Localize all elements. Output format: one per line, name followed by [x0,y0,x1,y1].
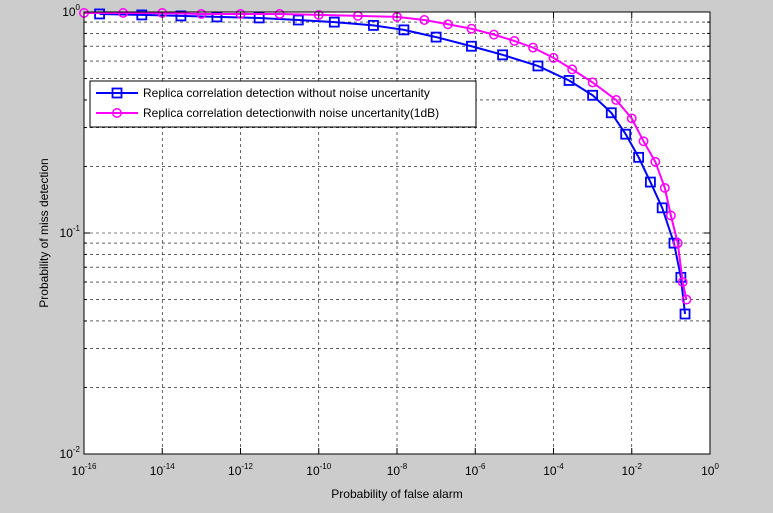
data-point [659,182,670,193]
x-tick-label: 10-14 [150,462,175,478]
data-point [196,8,207,19]
data-point [274,8,285,19]
data-point [611,94,622,105]
data-point [442,19,453,30]
y-tick-label: 10-2 [60,445,81,461]
series-2 [79,8,692,305]
x-tick-label: 10-10 [306,462,331,478]
data-point [292,14,304,26]
data-point [605,107,617,119]
data-point [567,64,578,75]
data-point [587,77,598,88]
data-point [645,176,656,188]
x-tick-label: 100 [701,462,719,478]
data-point [528,42,538,53]
legend-label: Replica correlation detectionwith noise … [143,106,439,120]
y-tick-label: 10-1 [60,224,81,240]
data-point [633,151,645,163]
series-line [99,12,687,315]
x-tick-label: 10-12 [228,462,253,478]
data-point [650,156,661,167]
data-point [368,19,379,31]
data-point [681,294,692,305]
x-tick-label: 10-2 [622,462,643,478]
y-axis-label: Probability of miss detection [37,158,51,307]
series-layer [79,8,692,320]
data-point [419,15,430,25]
data-point [313,9,324,20]
data-point [548,52,559,63]
data-point [509,35,520,46]
data-point [488,29,499,40]
data-point [175,10,187,22]
legend-marker [111,87,123,99]
legend-box [89,80,477,128]
x-tick-label: 10-16 [72,462,97,478]
data-point [656,202,668,214]
data-point [532,60,544,72]
y-tick-label: 100 [62,3,80,19]
x-axis-label: Probability of false alarm [331,487,462,501]
x-tick-label: 10-6 [465,462,486,478]
data-point [679,308,691,320]
series-line [84,11,688,300]
legend-entry: Replica correlation detectionwith noise … [96,106,439,120]
data-point [497,49,508,61]
data-point [430,31,442,43]
data-point [235,8,246,19]
data-point [620,128,632,140]
legend: Replica correlation detection without no… [89,80,477,128]
legend-marker [112,108,122,118]
data-point [626,113,637,124]
data-point [672,238,683,249]
data-point [136,9,148,21]
legend-entry: Replica correlation detection without no… [96,86,430,100]
data-point [638,136,649,147]
data-point [118,8,129,18]
data-point [466,40,477,52]
x-tick-label: 10-8 [387,462,408,478]
data-point [398,24,410,36]
data-point [466,23,477,34]
data-point [328,16,340,28]
data-point [563,75,575,86]
data-point [665,210,676,221]
data-point [677,277,688,287]
data-point [587,89,599,101]
series-1 [94,8,691,320]
grid-layer [84,12,710,454]
x-tick-label: 10-4 [543,462,564,478]
legend-label: Replica correlation detection without no… [143,86,430,100]
tick-layer: 10-16 10-14 10-12 10-10 10-8 10-6 10-4 10-2 100 1… [60,3,720,478]
